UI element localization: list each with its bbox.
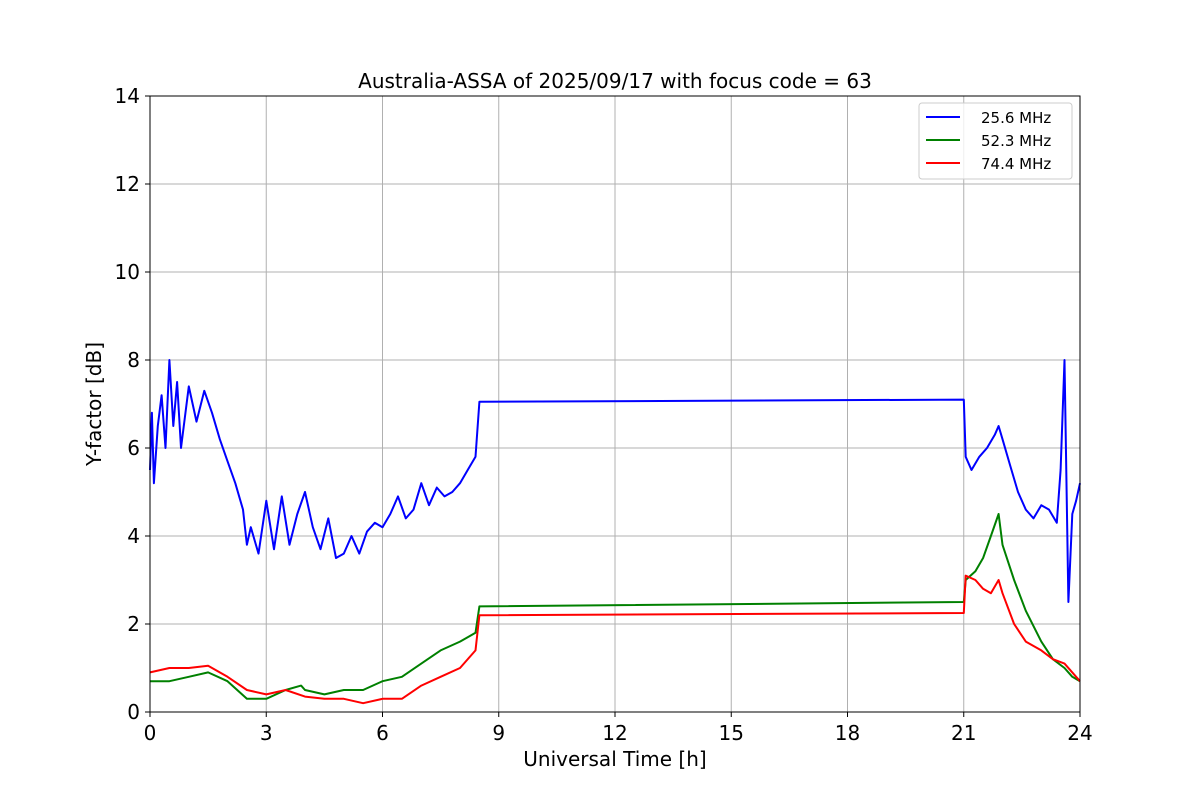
- chart-title: Australia-ASSA of 2025/09/17 with focus …: [358, 69, 872, 93]
- legend-label-2: 52.3 MHz: [981, 132, 1051, 150]
- y-axis-title: Y-factor [dB]: [82, 342, 106, 467]
- legend-label-3: 74.4 MHz: [981, 155, 1051, 173]
- x-tick-label: 24: [1067, 721, 1092, 745]
- x-tick-label: 12: [602, 721, 627, 745]
- x-tick-label: 0: [144, 721, 157, 745]
- x-tick-label: 6: [376, 721, 389, 745]
- x-tick-label: 21: [951, 721, 976, 745]
- legend: 25.6 MHz 52.3 MHz 74.4 MHz: [918, 102, 1073, 180]
- series-line-2: [150, 513, 1081, 700]
- x-tick-label: 9: [492, 721, 505, 745]
- x-tick-label: 18: [835, 721, 860, 745]
- series-line-1: [149, 359, 1081, 603]
- y-tick-label: 8: [127, 348, 140, 372]
- ticks: [145, 95, 1081, 717]
- x-tick-label: 3: [260, 721, 273, 745]
- y-tick-label: 12: [115, 172, 140, 196]
- x-tick-label: 15: [719, 721, 744, 745]
- series-line-3: [149, 574, 1081, 705]
- legend-label-1: 25.6 MHz: [981, 109, 1051, 127]
- y-tick-label: 0: [127, 700, 140, 724]
- y-tick-label: 14: [115, 84, 140, 108]
- series-group: [149, 359, 1081, 705]
- x-axis-title: Universal Time [h]: [523, 747, 706, 771]
- legend-box: [918, 102, 1073, 180]
- y-tick-label: 4: [127, 524, 140, 548]
- y-tick-label: 10: [115, 260, 140, 284]
- y-tick-label: 6: [127, 436, 140, 460]
- y-tick-label: 2: [127, 612, 140, 636]
